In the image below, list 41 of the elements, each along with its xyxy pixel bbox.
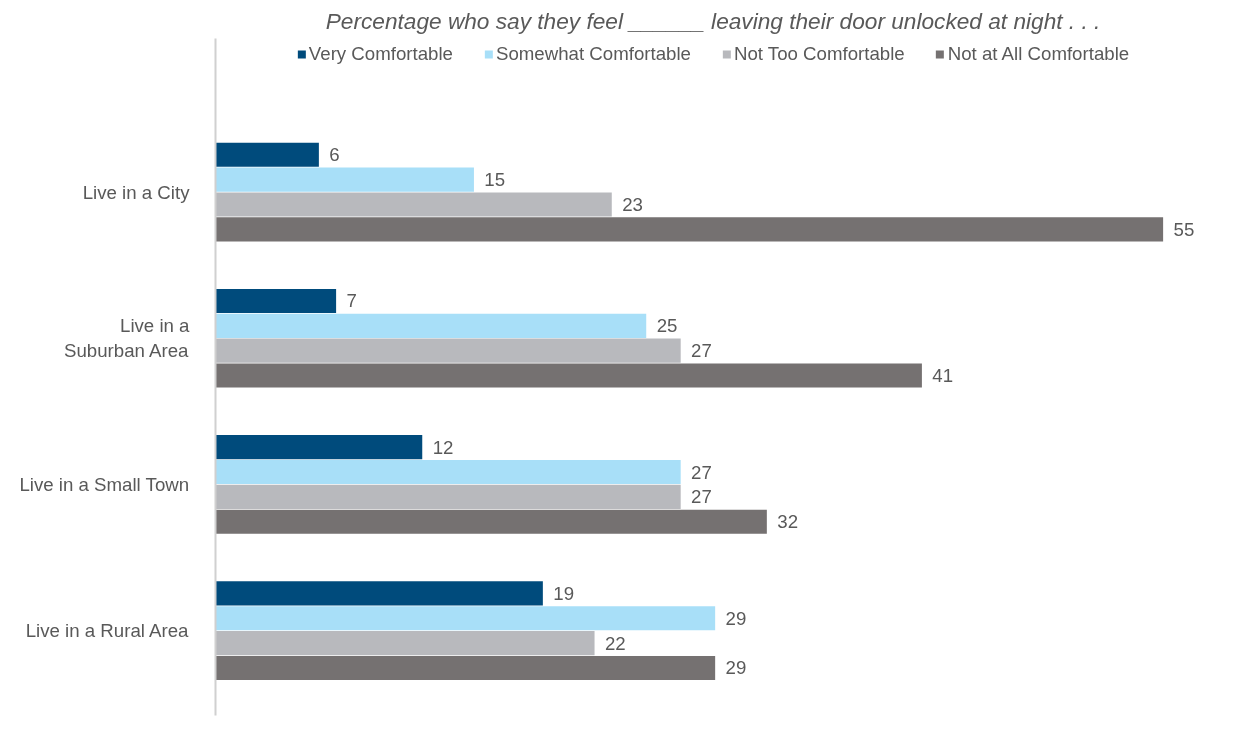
legend-label: Not Too Comfortable (733, 43, 905, 65)
bar (215, 606, 716, 631)
data-label: 55 (1173, 218, 1195, 240)
data-label: 15 (484, 169, 506, 191)
y-tick-label: Live in a Suburban Area (64, 315, 191, 362)
bar (215, 631, 595, 656)
legend-label: Very Comfortable (308, 43, 453, 65)
data-label: 27 (691, 486, 712, 508)
bar (215, 655, 716, 681)
data-label: 22 (604, 632, 626, 654)
data-label: 32 (777, 511, 799, 533)
y-tick-label: Live in a Small Town (19, 473, 190, 495)
bar (215, 167, 474, 192)
data-label: 19 (553, 582, 575, 604)
bar (215, 288, 337, 314)
data-label: 27 (691, 340, 712, 362)
y-tick-label: Live in a City (82, 181, 191, 203)
data-label: 29 (725, 657, 747, 679)
data-label: 6 (329, 144, 340, 166)
legend-label: Somewhat Comfortable (495, 43, 691, 65)
legend-label: Not at All Comfortable (947, 43, 1130, 65)
data-label: 25 (656, 315, 678, 337)
y-tick-label: Live in a Rural Area (25, 620, 190, 642)
bar (215, 363, 922, 388)
bar (215, 509, 767, 534)
bar (215, 142, 319, 167)
bar (215, 581, 543, 606)
bar (215, 313, 647, 338)
data-label: 23 (622, 193, 643, 215)
bar (215, 192, 612, 217)
bar (215, 459, 681, 485)
bar (215, 217, 1164, 242)
data-label: 12 (432, 436, 454, 458)
chart-title: Percentage who say they feel ______ leaving their door unlocked at night . . . (325, 7, 1101, 34)
data-label: 29 (725, 607, 747, 629)
bar (215, 338, 681, 363)
data-label: 27 (691, 461, 712, 483)
bar (215, 435, 423, 460)
bar (215, 484, 681, 509)
data-label: 41 (932, 365, 954, 387)
data-label: 7 (346, 290, 357, 312)
